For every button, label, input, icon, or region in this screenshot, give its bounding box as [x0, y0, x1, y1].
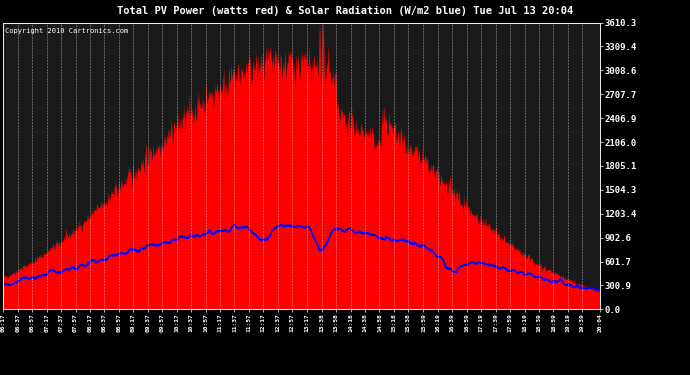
Text: Total PV Power (watts red) & Solar Radiation (W/m2 blue) Tue Jul 13 20:04: Total PV Power (watts red) & Solar Radia…	[117, 6, 573, 16]
Text: Copyright 2010 Cartronics.com: Copyright 2010 Cartronics.com	[5, 28, 128, 34]
